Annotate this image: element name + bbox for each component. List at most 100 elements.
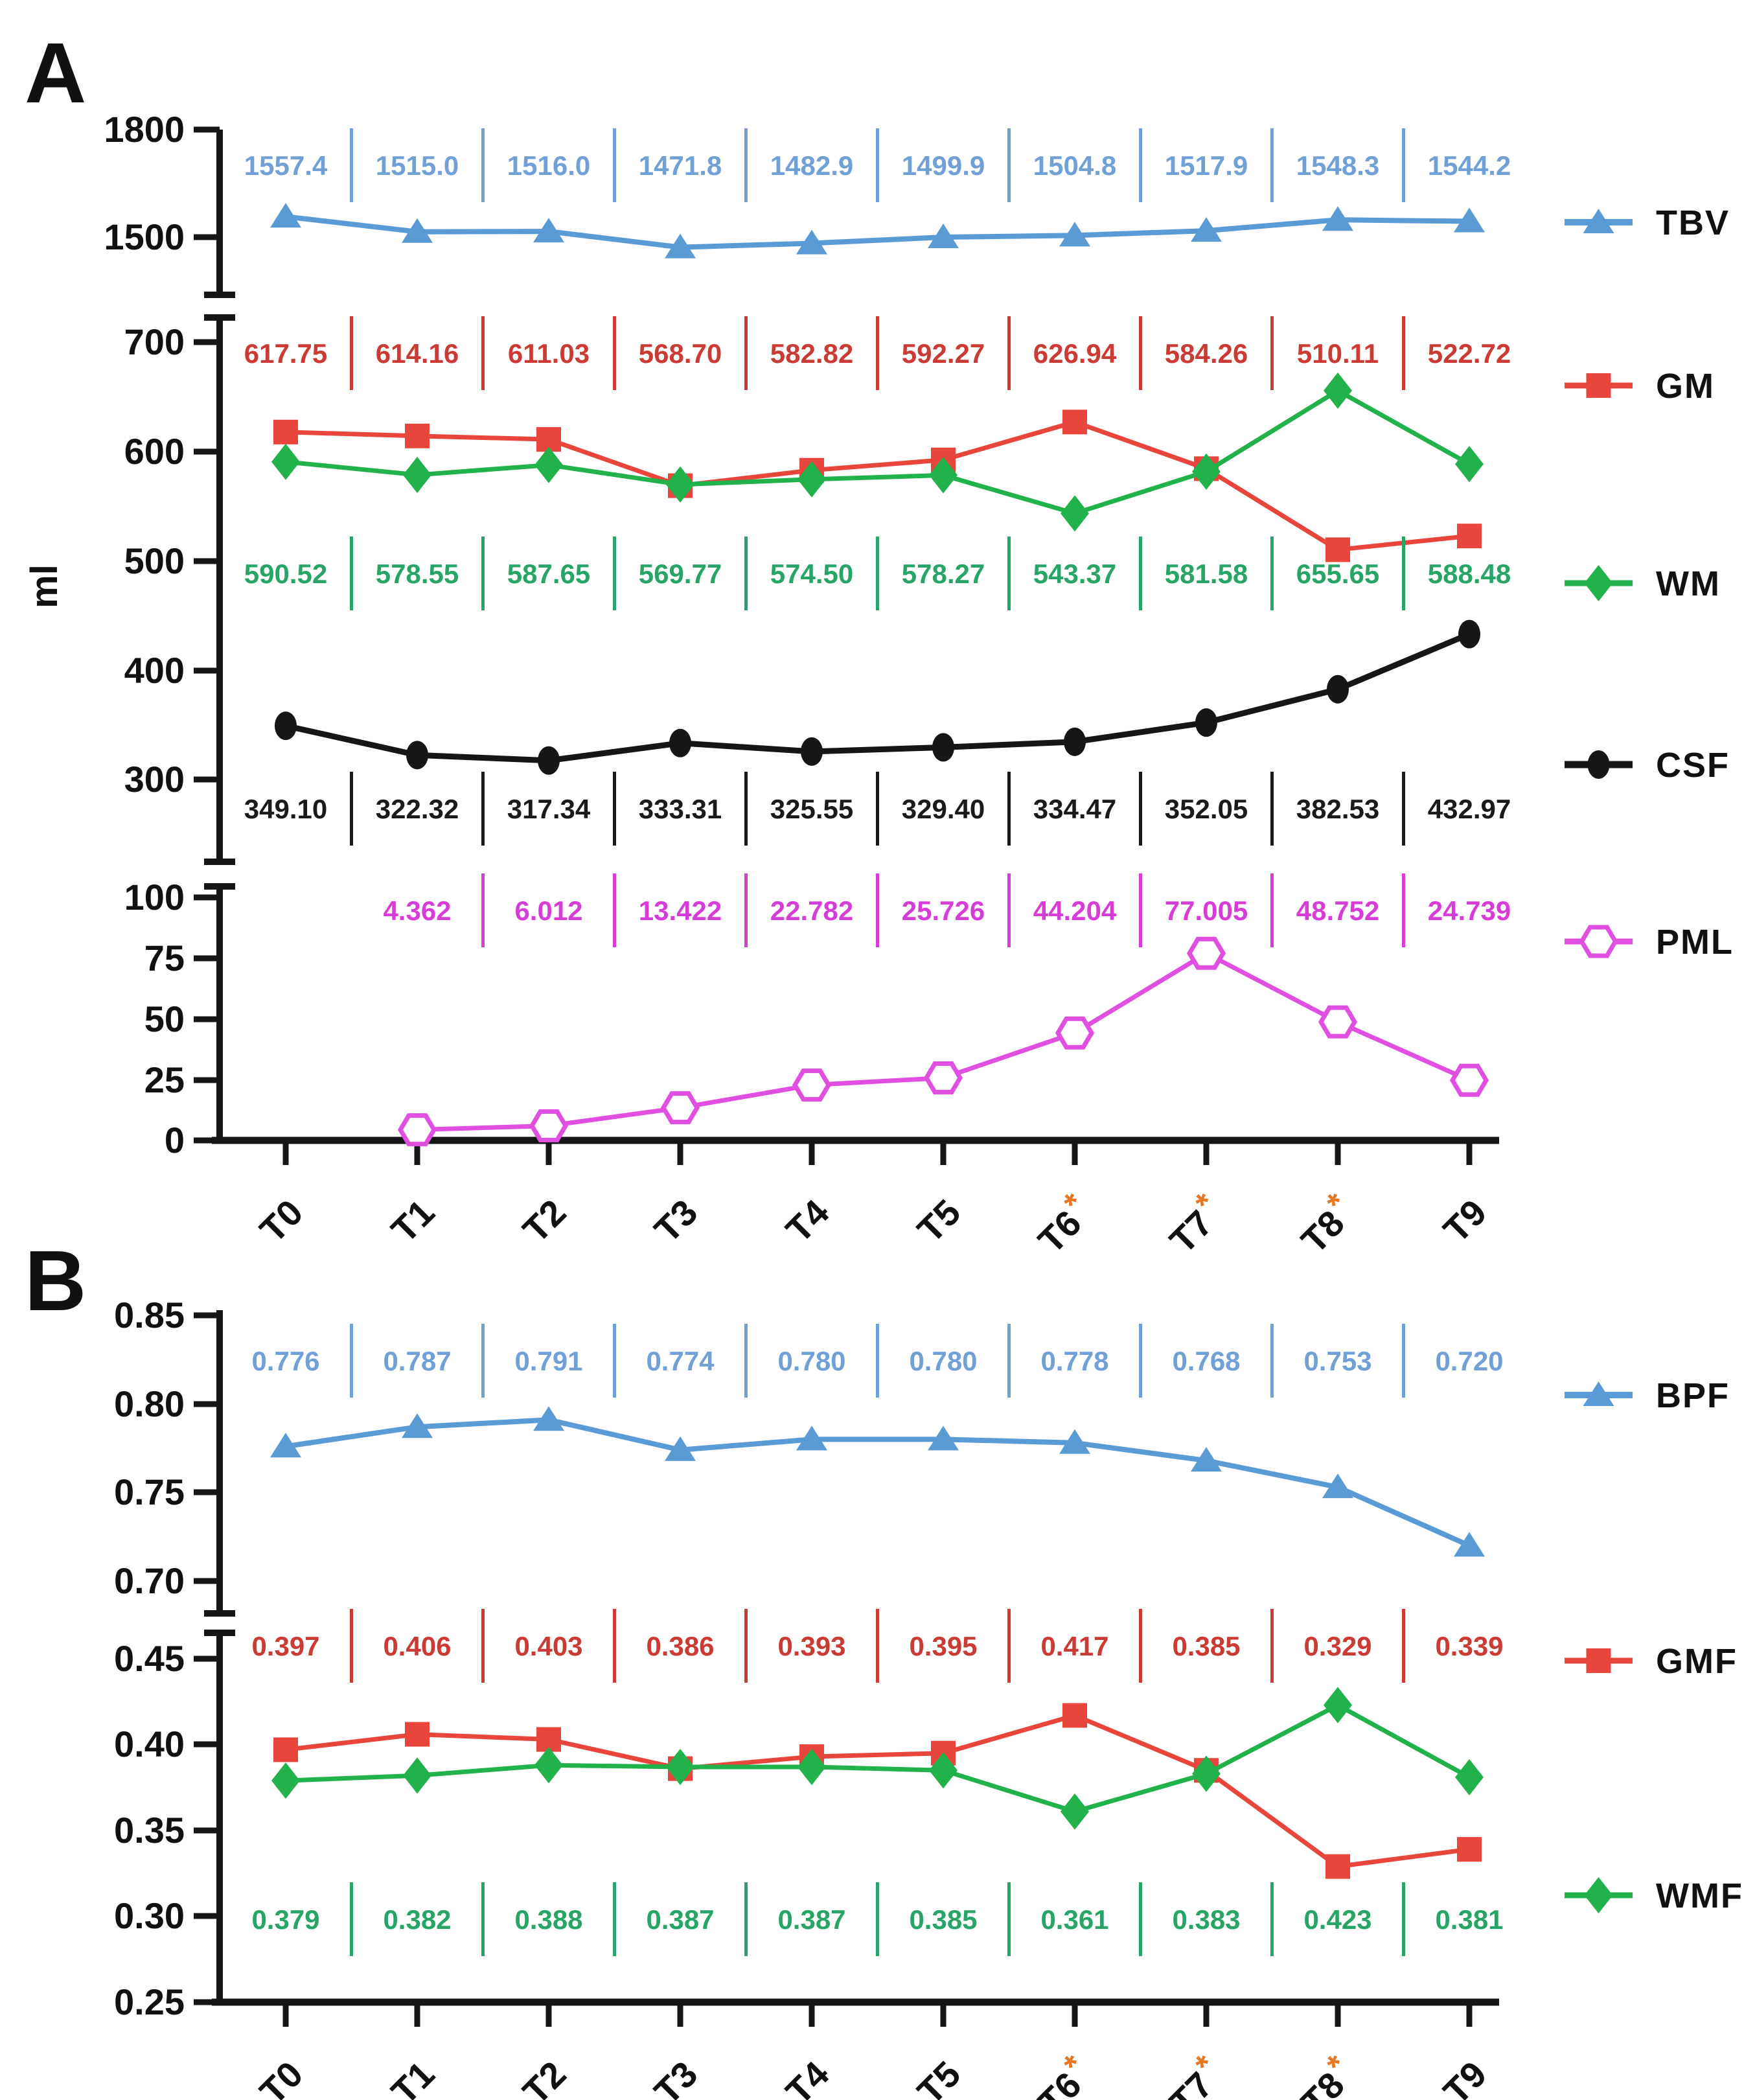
y-axis-title: ml (23, 564, 65, 608)
value-label: 317.34 (507, 794, 591, 824)
gm-marker (273, 419, 298, 444)
pml-marker (792, 1068, 832, 1102)
value-label: 0.774 (646, 1346, 715, 1376)
y-tick-label: 0.70 (114, 1560, 185, 1601)
wmf-marker (534, 1747, 563, 1784)
series-line-wmf (283, 1703, 1472, 1814)
gmf-marker (1062, 1703, 1087, 1728)
csf-legend-marker (1587, 750, 1610, 779)
value-label: 0.386 (646, 1631, 714, 1661)
value-label: 329.40 (902, 794, 985, 824)
wm-marker (666, 466, 694, 503)
pml-marker (1055, 1016, 1095, 1050)
gmf-marker (273, 1737, 298, 1762)
bpf-marker (1191, 1447, 1222, 1472)
value-label: 569.77 (639, 559, 722, 589)
value-label: 22.782 (770, 895, 853, 926)
value-label: 25.726 (902, 895, 985, 926)
value-label-row-wm: 590.52 578.55 587.65 569.77 574.50 578.27 543.… (244, 537, 1511, 610)
value-label: 13.422 (639, 895, 722, 926)
series-line-wm (283, 388, 1472, 516)
bpf-marker (1454, 1532, 1485, 1557)
bpf-legend-marker (1583, 1381, 1614, 1406)
value-label: 655.65 (1296, 559, 1379, 589)
value-label: 0.778 (1040, 1346, 1108, 1376)
value-label: 1482.9 (770, 150, 853, 181)
wm-marker (929, 457, 958, 494)
y-tick-label: 500 (124, 540, 185, 581)
y-tick-label: 0.40 (114, 1724, 185, 1764)
value-label: 44.204 (1033, 895, 1117, 926)
csf-marker (801, 737, 823, 766)
value-label: 0.787 (383, 1346, 451, 1376)
y-axis: 1800 1500 700 600 500 400 300 100 75 50 25 0 (104, 109, 235, 1160)
csf-marker (406, 741, 428, 770)
value-label: 578.55 (376, 559, 459, 589)
x-tick-label: T2 (515, 2053, 574, 2100)
wm-marker (1192, 453, 1221, 490)
value-label: 510.11 (1297, 338, 1379, 369)
value-label: 581.58 (1165, 559, 1248, 589)
value-label: 0.388 (514, 1904, 582, 1935)
value-label-row-wmf: 0.379 0.382 0.388 0.387 0.387 0.385 0.361 0.383… (251, 1882, 1504, 1956)
gmf-marker (1325, 1854, 1350, 1879)
panel-label: B (25, 1233, 86, 1328)
csf-marker (275, 711, 297, 741)
value-label: 0.329 (1303, 1631, 1371, 1661)
legend-label: BPF (1656, 1376, 1730, 1415)
legend-item-wm: WM (1565, 564, 1719, 603)
y-tick-label: 0.75 (114, 1471, 185, 1512)
value-label: 333.31 (639, 794, 722, 824)
value-label: 0.406 (383, 1631, 451, 1661)
bpf-marker (928, 1425, 959, 1451)
wm-legend-marker (1584, 565, 1613, 601)
value-label: 1548.3 (1296, 150, 1379, 181)
y-tick-label: 75 (144, 938, 185, 978)
value-label-row-gmf: 0.397 0.406 0.403 0.386 0.393 0.395 0.417 0.385… (251, 1609, 1504, 1683)
y-tick-label: 0.85 (114, 1295, 185, 1335)
value-label-row-csf: 349.10 322.32 317.34 333.31 325.55 329.40 334.… (244, 772, 1511, 846)
x-tick-label: T0 (252, 2053, 311, 2100)
y-tick-label: 400 (124, 650, 185, 691)
wmf-marker (1324, 1687, 1352, 1724)
x-tick-label: T1 (384, 2053, 442, 2100)
x-tick-label: T3 (647, 2053, 706, 2100)
y-tick-label: 0.25 (114, 1981, 185, 2022)
wm-marker (403, 456, 431, 493)
value-label: 1557.4 (244, 150, 328, 181)
y-tick-label: 0.35 (114, 1810, 185, 1851)
y-tick-label: 600 (124, 431, 185, 472)
gm-marker (1062, 410, 1087, 435)
x-axis: T0 T1 T2 T3 T4 T5 T6* T7* T8* T9 (212, 1137, 1499, 1261)
x-axis: T0 T1 T2 T3 T4 T5 T6* T7* T8* T9 (212, 1998, 1499, 2100)
y-tick-label: 100 (124, 877, 185, 917)
value-label-row-pml: 4.362 6.012 13.422 22.782 25.726 44.204 77.005… (383, 873, 1511, 947)
legend-item-tbv: TBV (1565, 203, 1728, 242)
x-tick-label: T0 (252, 1192, 311, 1251)
value-label-row-bpf: 0.776 0.787 0.791 0.774 0.780 0.780 0.778 0.768… (251, 1324, 1504, 1398)
legend-label: GMF (1656, 1642, 1738, 1681)
wmf-marker (271, 1762, 300, 1799)
value-label: 0.393 (777, 1631, 845, 1661)
x-tick-label: T6* (1025, 2048, 1100, 2100)
pml-marker (1449, 1063, 1489, 1097)
value-label: 77.005 (1165, 895, 1248, 926)
gm-marker (405, 423, 430, 448)
value-label: 1544.2 (1428, 150, 1511, 181)
value-label: 0.423 (1303, 1904, 1371, 1935)
y-tick-label: 0.80 (114, 1383, 185, 1424)
value-label: 578.27 (902, 559, 985, 589)
value-label: 592.27 (902, 338, 985, 369)
series-wmf: 0.379 0.382 0.388 0.387 0.387 0.385 0.361 0.383… (251, 1687, 1504, 1956)
y-tick-label: 0 (165, 1120, 185, 1160)
value-label: 568.70 (639, 338, 722, 369)
wmf-marker (1455, 1759, 1484, 1795)
y-tick-label: 1800 (104, 109, 185, 150)
tbv-marker (928, 224, 959, 249)
legend-label: WMF (1656, 1876, 1743, 1915)
y-tick-label: 50 (144, 998, 185, 1039)
wmf-marker (797, 1748, 826, 1785)
value-label: 611.03 (508, 338, 590, 369)
y-tick-label: 1500 (104, 216, 185, 257)
